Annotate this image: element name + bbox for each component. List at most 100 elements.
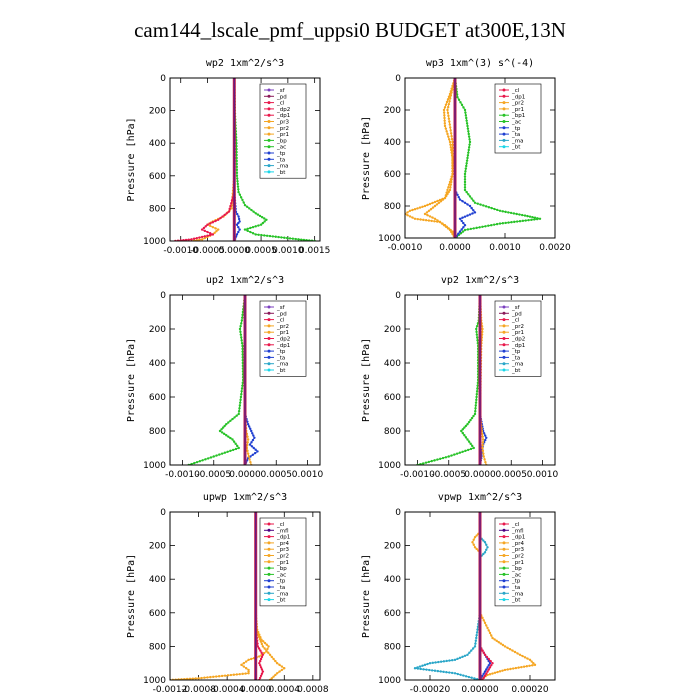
legend-label: _pr2 xyxy=(511,324,524,330)
data-point xyxy=(272,675,275,678)
data-point xyxy=(443,122,447,125)
data-point xyxy=(485,624,488,627)
data-point xyxy=(485,672,488,675)
data-point xyxy=(240,390,243,393)
data-point xyxy=(466,156,469,160)
data-point xyxy=(490,664,493,667)
data-point xyxy=(469,442,472,445)
data-point xyxy=(240,319,244,322)
data-point xyxy=(489,659,492,663)
data-point xyxy=(465,164,468,168)
data-point xyxy=(232,440,236,443)
data-point xyxy=(482,676,485,680)
data-point xyxy=(218,429,222,433)
data-point xyxy=(492,223,496,226)
legend-label: _cl xyxy=(276,318,285,324)
data-point xyxy=(235,223,239,226)
legend-marker xyxy=(502,343,506,347)
data-point xyxy=(503,668,507,672)
data-point xyxy=(439,457,442,461)
data-point xyxy=(458,451,462,454)
legend-label: _bp xyxy=(276,138,287,144)
data-point xyxy=(482,455,485,458)
data-point xyxy=(430,219,433,223)
data-point xyxy=(243,228,247,231)
data-point xyxy=(413,667,417,670)
data-point xyxy=(487,664,490,667)
data-point xyxy=(217,218,220,222)
data-point xyxy=(198,460,202,463)
data-point xyxy=(491,636,494,640)
data-point xyxy=(215,675,218,678)
data-point xyxy=(428,662,432,665)
legend-marker xyxy=(502,132,506,136)
data-point xyxy=(451,172,454,176)
legend-label: _dp1 xyxy=(511,343,525,349)
legend-label: _pr2 xyxy=(276,324,289,330)
data-point xyxy=(515,220,519,223)
data-point xyxy=(528,664,531,667)
data-point xyxy=(206,223,209,226)
data-point xyxy=(528,658,532,662)
legend-label: _pr1 xyxy=(511,560,524,566)
data-point xyxy=(467,148,470,152)
y-tick-label: 1000 xyxy=(378,461,401,471)
data-point xyxy=(206,234,209,237)
data-point xyxy=(467,132,470,136)
data-point xyxy=(472,199,475,202)
data-point xyxy=(260,668,264,671)
data-point xyxy=(219,216,222,220)
data-point xyxy=(423,663,427,667)
data-point xyxy=(441,222,444,225)
data-point xyxy=(411,208,414,212)
data-point xyxy=(485,548,488,551)
legend-marker xyxy=(502,560,506,564)
data-point xyxy=(449,178,453,181)
data-point xyxy=(470,676,473,679)
data-point xyxy=(235,147,238,151)
data-point xyxy=(482,204,485,207)
data-point xyxy=(484,460,487,464)
data-point xyxy=(463,178,467,181)
data-point xyxy=(294,237,297,241)
y-tick-label: 1000 xyxy=(143,676,166,686)
data-point xyxy=(267,645,270,648)
legend-marker xyxy=(267,107,271,111)
data-point xyxy=(419,218,422,221)
data-point xyxy=(473,546,477,549)
y-tick-label: 800 xyxy=(149,642,166,652)
data-point xyxy=(240,339,243,342)
data-point xyxy=(267,651,270,654)
data-point xyxy=(444,194,448,197)
data-point xyxy=(481,649,484,652)
x-tick-label: 0.0010 xyxy=(527,470,559,480)
legend-label: _ac xyxy=(511,572,521,578)
data-point xyxy=(485,543,488,546)
data-point xyxy=(463,188,467,192)
data-point xyxy=(522,665,526,668)
data-point xyxy=(434,661,437,664)
data-point xyxy=(413,208,417,211)
data-point xyxy=(238,407,241,410)
data-point xyxy=(291,237,295,240)
data-point xyxy=(229,436,232,440)
data-point xyxy=(464,436,468,439)
data-point xyxy=(483,541,487,544)
data-point xyxy=(203,676,206,679)
y-tick-label: 200 xyxy=(384,542,401,552)
data-point xyxy=(241,350,244,353)
y-tick-label: 600 xyxy=(149,393,166,403)
legend-label: _ac xyxy=(511,120,521,126)
data-point xyxy=(481,449,485,453)
data-point xyxy=(448,120,451,123)
x-tick-label: -0.0004 xyxy=(210,685,245,695)
data-point xyxy=(206,457,210,460)
data-point xyxy=(250,429,253,433)
data-point xyxy=(238,672,241,676)
data-point xyxy=(212,455,215,458)
data-point xyxy=(445,100,449,104)
y-tick-label: 600 xyxy=(384,609,401,619)
panel-title: vp2 1xm^2/s^3 xyxy=(441,275,519,286)
data-point xyxy=(461,216,464,219)
data-point xyxy=(217,228,220,231)
